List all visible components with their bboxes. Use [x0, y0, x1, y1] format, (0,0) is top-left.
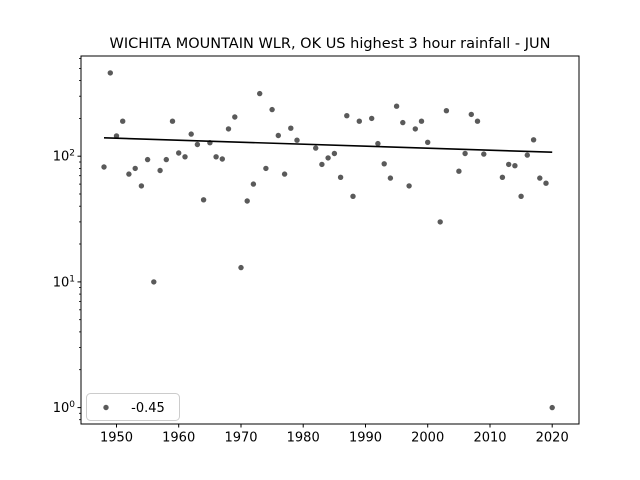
data-point [549, 404, 555, 411]
data-point [506, 161, 512, 168]
data-point [113, 133, 120, 139]
data-point [269, 106, 275, 113]
data-point [157, 167, 163, 174]
data-point [537, 175, 543, 181]
x-tick-label: 1950 [100, 431, 133, 446]
data-point [163, 156, 169, 163]
data-point [331, 150, 338, 157]
data-point [132, 165, 138, 172]
data-point [412, 126, 418, 132]
data-point [481, 151, 487, 157]
data-point [437, 219, 443, 225]
data-point [138, 183, 145, 189]
data-point [263, 165, 269, 172]
data-point [512, 163, 518, 169]
data-point [344, 113, 350, 119]
data-point [188, 131, 194, 137]
data-point [101, 164, 107, 170]
data-point [151, 279, 157, 285]
data-point [375, 140, 381, 147]
data-point [499, 174, 506, 180]
data-point [443, 108, 450, 114]
data-point [381, 161, 387, 167]
data-point [238, 264, 244, 271]
data-point [232, 114, 238, 120]
x-tick-label: 1960 [162, 431, 195, 446]
data-point [406, 183, 412, 189]
trend-line [103, 137, 553, 153]
data-point [468, 111, 474, 118]
data-point [213, 154, 219, 160]
data-point [543, 180, 549, 186]
data-point [144, 156, 151, 163]
legend: -0.45 [86, 393, 180, 421]
data-point [350, 193, 356, 199]
legend-box [86, 393, 180, 421]
data-point [257, 90, 263, 97]
data-point [107, 70, 114, 76]
x-tick-label: 2010 [473, 431, 506, 446]
data-point [530, 137, 537, 143]
data-point [313, 145, 319, 151]
data-point [219, 156, 225, 162]
chart-title: WICHITA MOUNTAIN WLR, OK US highest 3 ho… [110, 36, 551, 52]
data-point [319, 161, 325, 168]
x-tick-label: 2000 [411, 431, 444, 446]
data-point [418, 118, 425, 124]
legend-label: -0.45 [131, 401, 165, 416]
data-point [244, 198, 250, 204]
data-point [169, 118, 176, 124]
data-point [294, 137, 300, 143]
data-point [281, 171, 288, 177]
data-point [288, 125, 294, 131]
data-point [120, 118, 126, 124]
x-tick-label: 1990 [349, 431, 382, 446]
data-point [325, 155, 331, 161]
x-tick-label: 1980 [287, 431, 320, 446]
data-point [337, 174, 344, 180]
data-point [194, 141, 201, 148]
data-point [456, 168, 462, 174]
data-point [425, 139, 431, 145]
x-tick-label: 1970 [224, 431, 257, 446]
data-point [275, 132, 281, 139]
data-point [176, 150, 182, 156]
y-tick-label: 101 [53, 274, 75, 290]
y-tick-label: 100 [53, 400, 76, 416]
legend-marker-icon [103, 404, 109, 411]
data-point [225, 126, 232, 132]
data-point [393, 103, 400, 109]
data-point [474, 118, 481, 124]
data-point [356, 118, 362, 124]
data-point [126, 171, 132, 177]
data-point [182, 154, 188, 160]
data-point [518, 193, 524, 199]
data-point [462, 150, 468, 157]
plot-border [80, 55, 580, 425]
x-tick-label: 2020 [536, 431, 569, 446]
data-point [369, 115, 375, 122]
data-point [400, 119, 406, 126]
data-point [250, 181, 257, 187]
plot-area: 1950 1960 1970 1980 1990 2000 2010 2020 100 101 10… [53, 55, 580, 446]
data-point [200, 197, 207, 203]
data-point [387, 175, 394, 181]
y-tick-label: 102 [53, 149, 75, 165]
data-point [524, 152, 530, 158]
